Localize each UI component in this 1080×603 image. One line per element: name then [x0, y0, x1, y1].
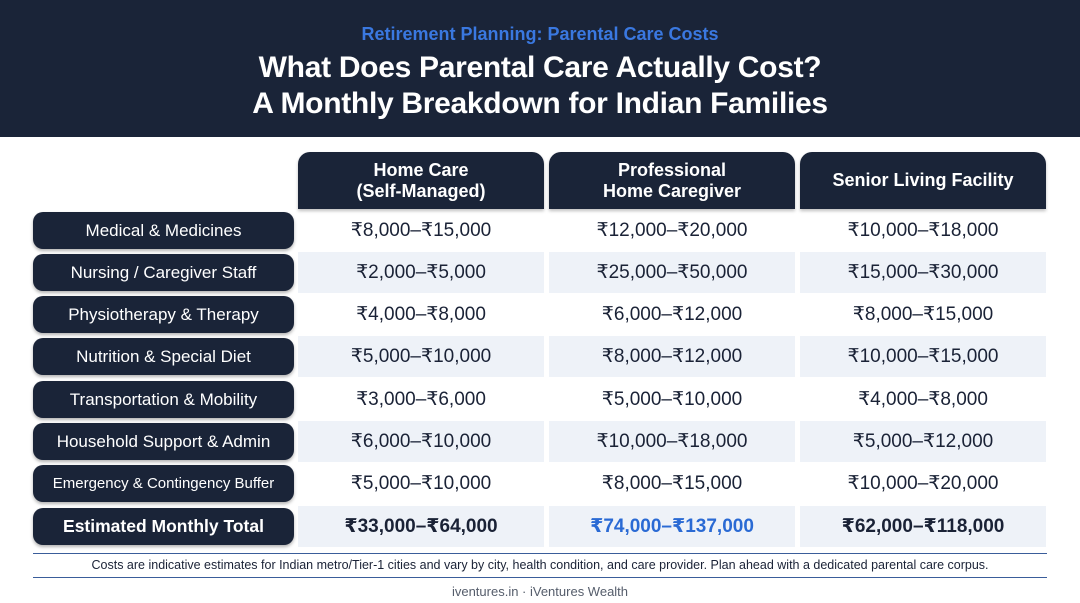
table-cell: ₹2,000–₹5,000: [298, 252, 544, 293]
table-cell: ₹6,000–₹12,000: [601, 304, 743, 325]
table-cell: ₹5,000–₹10,000: [298, 336, 544, 377]
total-cell: ₹33,000–₹64,000: [298, 506, 544, 547]
table-cell: ₹4,000–₹8,000: [858, 389, 988, 410]
table-cell: ₹15,000–₹30,000: [800, 252, 1046, 293]
eyebrow-text: Retirement Planning: Parental Care Costs: [361, 24, 719, 44]
row-label-medical: Medical & Medicines: [33, 212, 294, 249]
column-header-label: Professional Home Caregiver: [602, 159, 742, 201]
row-label-physiotherapy: Physiotherapy & Therapy: [33, 296, 294, 333]
table-cell: ₹3,000–₹6,000: [356, 389, 486, 410]
divider-top: [33, 553, 1047, 554]
footer-credit: iventures.in · iVentures Wealth: [451, 584, 629, 599]
row-label-nursing: Nursing / Caregiver Staff: [33, 254, 294, 291]
row-label-nutrition: Nutrition & Special Diet: [33, 338, 294, 375]
divider-bottom: [33, 577, 1047, 578]
table-cell: ₹10,000–₹18,000: [847, 220, 999, 241]
column-header-professional: Professional Home Caregiver: [549, 152, 795, 209]
title-line-1: What Does Parental Care Actually Cost?: [258, 51, 822, 84]
table-cell: ₹5,000–₹10,000: [601, 389, 743, 410]
table-cell: ₹4,000–₹8,000: [356, 304, 486, 325]
title-line-2: A Monthly Breakdown for Indian Families: [252, 87, 828, 120]
table-cell: ₹12,000–₹20,000: [596, 220, 748, 241]
table-cell: ₹8,000–₹15,000: [350, 220, 492, 241]
table-cell: ₹6,000–₹10,000: [298, 421, 544, 462]
column-header-home-care: Home Care (Self-Managed): [298, 152, 544, 209]
row-label-emergency: Emergency & Contingency Buffer: [33, 465, 294, 502]
row-label-transportation: Transportation & Mobility: [33, 381, 294, 418]
table-cell: ₹8,000–₹15,000: [601, 473, 743, 494]
page-title: What Does Parental Care Actually Cost? A…: [0, 50, 1080, 122]
table-cell: ₹10,000–₹18,000: [549, 421, 795, 462]
row-label-total: Estimated Monthly Total: [33, 508, 294, 545]
table-cell: ₹25,000–₹50,000: [549, 252, 795, 293]
column-header-label: Senior Living Facility: [832, 170, 1014, 190]
total-cell: ₹62,000–₹118,000: [800, 506, 1046, 547]
total-cell-highlighted: ₹74,000–₹137,000: [549, 506, 795, 547]
table-cell: ₹8,000–₹12,000: [549, 336, 795, 377]
table-cell: ₹10,000–₹15,000: [800, 336, 1046, 377]
column-header-senior-living: Senior Living Facility: [800, 152, 1046, 209]
table-cell: ₹10,000–₹20,000: [847, 473, 999, 494]
column-header-label: Home Care (Self-Managed): [356, 159, 486, 201]
table-cell: ₹8,000–₹15,000: [852, 304, 994, 325]
header-banner: Retirement Planning: Parental Care Costs…: [0, 0, 1080, 137]
table-cell: ₹5,000–₹10,000: [350, 473, 492, 494]
table-cell: ₹5,000–₹12,000: [800, 421, 1046, 462]
disclaimer-note: Costs are indicative estimates for India…: [91, 558, 989, 572]
row-label-household: Household Support & Admin: [33, 423, 294, 460]
